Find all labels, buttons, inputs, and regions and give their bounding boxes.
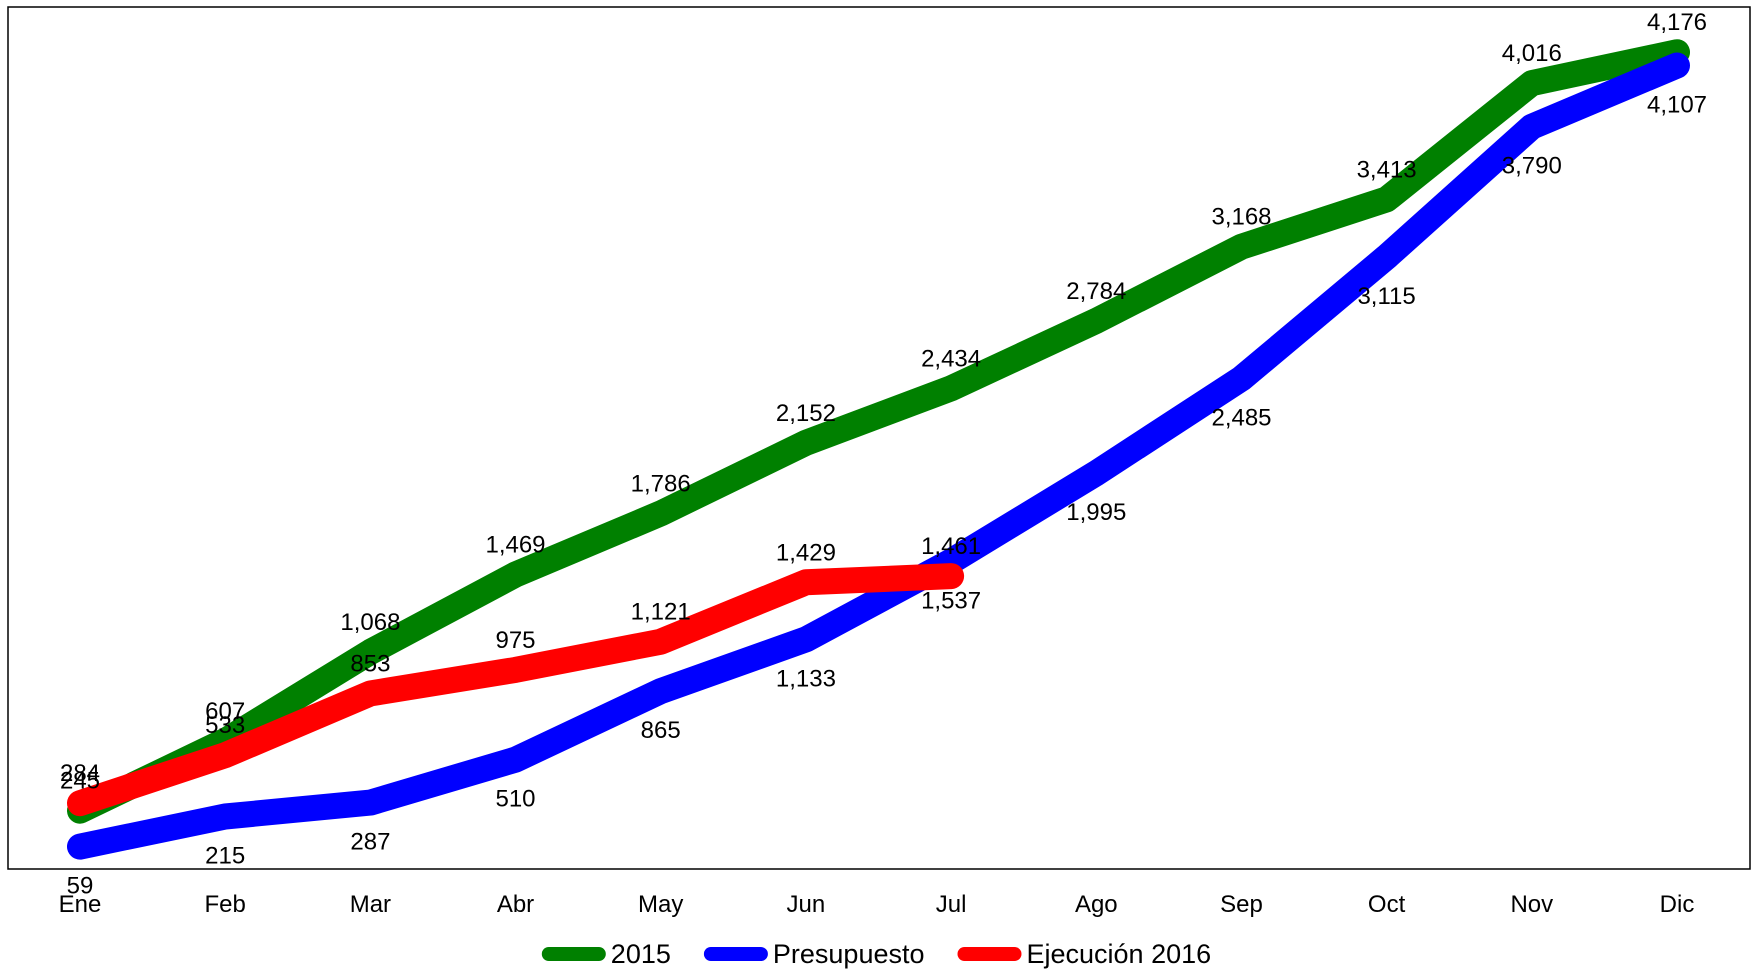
- x-tick-label: Jun: [787, 891, 826, 918]
- series-layer: [67, 39, 1690, 860]
- data-label: 865: [641, 717, 681, 744]
- data-label: 1,133: [776, 665, 836, 692]
- data-label: 533: [205, 712, 245, 739]
- data-label: 2,485: [1211, 405, 1271, 432]
- data-label: 284: [60, 760, 100, 787]
- data-label: 1,121: [631, 599, 691, 626]
- legend: 2015 Presupuesto Ejecución 2016: [541, 939, 1212, 969]
- data-label: 1,469: [485, 532, 545, 559]
- data-label: 3,168: [1211, 204, 1271, 231]
- data-label: 3,115: [1357, 283, 1415, 310]
- data-label: 1,429: [776, 539, 836, 566]
- data-label: 1,068: [340, 609, 400, 636]
- data-label: 3,413: [1357, 156, 1417, 183]
- data-label: 4,016: [1502, 40, 1562, 67]
- legend-label-2: Ejecución 2016: [1027, 939, 1212, 969]
- data-label: 510: [495, 786, 535, 813]
- data-label: 2,152: [776, 400, 836, 427]
- data-label: 215: [205, 843, 245, 870]
- data-label: 607: [205, 698, 245, 725]
- data-label: 1,786: [631, 470, 691, 497]
- series-line-1: [67, 52, 1690, 860]
- data-label: 245: [60, 768, 100, 795]
- x-tick-label: Feb: [205, 891, 246, 918]
- data-label: 59: [67, 873, 94, 900]
- data-label-layer: 245 607 1,068 1,469 1,786 2,152 2,434 2,784 3,16…: [60, 9, 1707, 899]
- series-line-2: [67, 563, 965, 817]
- data-label: 1,537: [921, 587, 981, 614]
- data-label: 853: [350, 650, 390, 677]
- data-label: 1,995: [1066, 499, 1126, 526]
- x-tick-label: Dic: [1660, 891, 1695, 918]
- data-label: 1,461: [921, 533, 981, 560]
- x-tick-label: Nov: [1510, 891, 1553, 918]
- data-label: 975: [495, 627, 535, 654]
- legend-label-0: 2015: [611, 939, 671, 969]
- x-tick-label: Abr: [497, 891, 534, 918]
- data-label: 287: [350, 829, 390, 856]
- data-label: 3,790: [1502, 153, 1562, 180]
- x-tick-label: Sep: [1220, 891, 1263, 918]
- x-tick-label: Oct: [1368, 891, 1406, 918]
- data-label: 4,107: [1647, 92, 1707, 119]
- x-tick-label: Ago: [1075, 891, 1118, 918]
- x-tick-label: Ene: [59, 891, 102, 918]
- series-line-0: [67, 39, 1690, 824]
- data-label: 2,784: [1066, 278, 1126, 305]
- x-tick-label: May: [638, 891, 683, 918]
- x-tick-label: Mar: [350, 891, 391, 918]
- x-tick-label: Jul: [936, 891, 967, 918]
- data-label: 4,176: [1647, 9, 1707, 36]
- legend-label-1: Presupuesto: [773, 939, 925, 969]
- data-label: 2,434: [921, 345, 981, 372]
- x-axis: Ene Feb Mar Abr May Jun Jul Ago Sep Oct Nov Dic: [59, 891, 1695, 918]
